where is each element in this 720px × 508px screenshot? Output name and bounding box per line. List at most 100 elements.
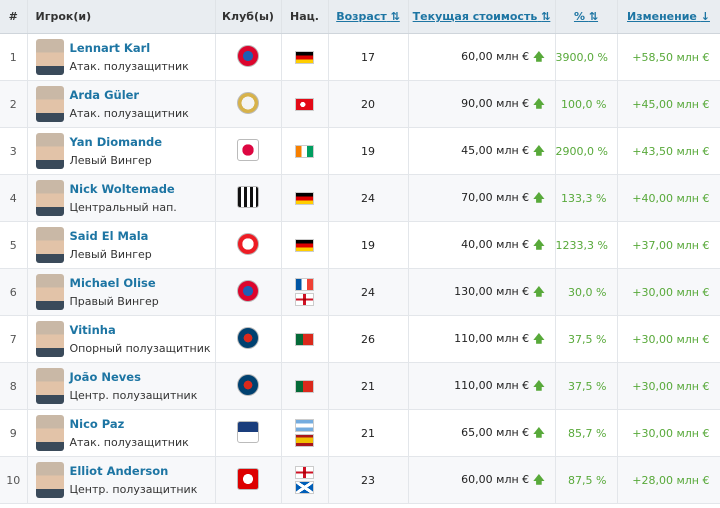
col-player: Игрок(и) bbox=[27, 0, 216, 34]
player-name-link[interactable]: Nico Paz bbox=[69, 417, 125, 431]
age-cell: 23 bbox=[328, 456, 409, 504]
player-name-link[interactable]: Lennart Karl bbox=[69, 41, 151, 55]
player-position: Левый Вингер bbox=[69, 248, 152, 261]
table-row: 6 Michael Olise Правый Вингер 24 130,00 … bbox=[0, 268, 720, 316]
change-cell: +45,00 млн € bbox=[617, 80, 720, 128]
sort-change[interactable]: Изменение ↓ bbox=[617, 0, 720, 34]
newcastle-crest[interactable] bbox=[237, 185, 259, 208]
ivory-coast-flag[interactable] bbox=[295, 144, 314, 158]
player-cell: João Neves Центр. полузащитник bbox=[27, 362, 216, 410]
header-row: # Игрок(и) Клуб(ы) Нац. Возраст ⇅ Текуща… bbox=[0, 0, 720, 34]
nationality-cell bbox=[281, 127, 329, 175]
market-value: 70,00 млн € bbox=[461, 190, 530, 204]
age-cell: 21 bbox=[328, 409, 409, 457]
player-photo[interactable] bbox=[35, 227, 64, 263]
germany-flag[interactable] bbox=[295, 191, 314, 205]
player-name-link[interactable]: Yan Diomande bbox=[69, 135, 163, 149]
nationality-cell bbox=[281, 315, 329, 363]
player-photo[interactable] bbox=[35, 86, 64, 122]
sort-icon[interactable]: ⇅ bbox=[541, 10, 551, 23]
real-madrid-crest[interactable] bbox=[237, 91, 259, 114]
psg-crest[interactable] bbox=[237, 326, 259, 349]
spain-flag[interactable] bbox=[295, 434, 314, 447]
player-photo[interactable] bbox=[35, 368, 64, 404]
player-photo[interactable] bbox=[35, 321, 64, 357]
bayern-crest[interactable] bbox=[237, 44, 259, 67]
scotland-flag[interactable] bbox=[295, 481, 314, 494]
player-photo[interactable] bbox=[35, 415, 64, 451]
col-rank: # bbox=[0, 0, 28, 34]
sort-percent-label[interactable]: % bbox=[573, 10, 585, 23]
portugal-flag[interactable] bbox=[295, 332, 314, 346]
club-cell bbox=[215, 409, 282, 457]
rank-cell: 1 bbox=[0, 33, 28, 81]
nationality-cell bbox=[281, 268, 329, 316]
england-flag[interactable] bbox=[295, 293, 314, 306]
sort-desc-icon[interactable]: ↓ bbox=[700, 10, 710, 23]
england-flag[interactable] bbox=[295, 466, 314, 479]
player-cell: Arda Güler Атак. полузащитник bbox=[27, 80, 216, 128]
player-name-link[interactable]: João Neves bbox=[69, 370, 141, 384]
club-cell bbox=[215, 33, 282, 81]
player-photo[interactable] bbox=[35, 274, 64, 310]
portugal-flag[interactable] bbox=[295, 379, 314, 393]
percent-cell: 85,7 % bbox=[555, 409, 618, 457]
player-photo[interactable] bbox=[35, 133, 64, 169]
table-row: 4 Nick Woltemade Центральный нап. 24 70,… bbox=[0, 174, 720, 222]
como-crest[interactable] bbox=[237, 420, 259, 443]
rb-leipzig-crest[interactable] bbox=[237, 138, 259, 161]
player-name-link[interactable]: Arda Güler bbox=[69, 88, 140, 102]
sort-percent[interactable]: % ⇅ bbox=[555, 0, 618, 34]
sort-change-label[interactable]: Изменение bbox=[627, 10, 697, 23]
sort-age[interactable]: Возраст ⇅ bbox=[328, 0, 409, 34]
player-name-link[interactable]: Vitinha bbox=[69, 323, 116, 337]
nottingham-forest-crest[interactable] bbox=[237, 467, 259, 490]
age-cell: 19 bbox=[328, 127, 409, 175]
bayern-crest[interactable] bbox=[237, 279, 259, 302]
change-cell: +30,00 млн € bbox=[617, 362, 720, 410]
germany-flag[interactable] bbox=[295, 50, 314, 64]
player-photo[interactable] bbox=[35, 462, 64, 498]
player-position: Центральный нап. bbox=[69, 201, 177, 214]
age-cell: 26 bbox=[328, 315, 409, 363]
change-cell: +37,00 млн € bbox=[617, 221, 720, 269]
club-cell bbox=[215, 80, 282, 128]
player-name-link[interactable]: Nick Woltemade bbox=[69, 182, 175, 196]
koln-crest[interactable] bbox=[237, 232, 259, 255]
rank-cell: 5 bbox=[0, 221, 28, 269]
sort-icon[interactable]: ⇅ bbox=[588, 10, 599, 23]
arrow-up-icon: 🡅 bbox=[533, 378, 545, 392]
france-flag[interactable] bbox=[295, 278, 314, 291]
nationality-cell bbox=[281, 33, 329, 81]
change-cell: +28,00 млн € bbox=[617, 456, 720, 504]
market-value: 45,00 млн € bbox=[461, 143, 530, 157]
player-position: Атак. полузащитник bbox=[69, 60, 189, 73]
player-name-link[interactable]: Michael Olise bbox=[69, 276, 156, 290]
turkey-flag[interactable] bbox=[295, 97, 314, 111]
nationality-cell bbox=[281, 174, 329, 222]
market-value-cell: 45,00 млн € 🡅 bbox=[408, 127, 556, 175]
germany-flag[interactable] bbox=[295, 238, 314, 252]
table-row: 10 Elliot Anderson Центр. полузащитник 2… bbox=[0, 456, 720, 504]
player-position: Опорный полузащитник bbox=[69, 342, 211, 355]
argentina-flag[interactable] bbox=[295, 419, 314, 432]
sort-age-label[interactable]: Возраст bbox=[336, 10, 387, 23]
player-photo[interactable] bbox=[35, 180, 64, 216]
col-nationality: Нац. bbox=[281, 0, 329, 34]
player-position: Центр. полузащитник bbox=[69, 483, 198, 496]
market-value: 40,00 млн € bbox=[461, 237, 530, 251]
sort-icon[interactable]: ⇅ bbox=[390, 10, 400, 23]
sort-value-label[interactable]: Текущая стоимость bbox=[412, 10, 538, 23]
club-cell bbox=[215, 174, 282, 222]
arrow-up-icon: 🡅 bbox=[533, 284, 545, 298]
player-photo[interactable] bbox=[35, 39, 64, 75]
player-name-link[interactable]: Elliot Anderson bbox=[69, 464, 169, 478]
table-row: 1 Lennart Karl Атак. полузащитник 17 60,… bbox=[0, 33, 720, 81]
player-cell: Yan Diomande Левый Вингер bbox=[27, 127, 216, 175]
player-name-link[interactable]: Said El Mala bbox=[69, 229, 149, 243]
sort-value[interactable]: Текущая стоимость ⇅ bbox=[408, 0, 556, 34]
table-row: 5 Said El Mala Левый Вингер 19 40,00 млн… bbox=[0, 221, 720, 269]
arrow-up-icon: 🡅 bbox=[533, 49, 545, 63]
psg-crest[interactable] bbox=[237, 373, 259, 396]
change-cell: +58,50 млн € bbox=[617, 33, 720, 81]
